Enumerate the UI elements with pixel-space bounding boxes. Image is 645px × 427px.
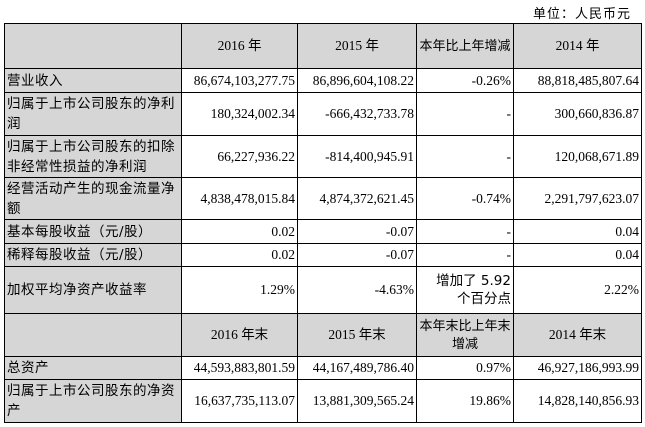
value-2014: 300,660,836.87 (513, 92, 642, 136)
value-2015: 44,167,489,786.40 (297, 356, 417, 380)
value-2016: 86,674,103,277.75 (181, 68, 298, 93)
header-2015-end: 2015 年末 (297, 313, 417, 357)
value-2015: -0.07 (297, 219, 417, 244)
row-label: 稀释每股收益（元/股） (4, 243, 182, 267)
header-2014: 2014 年 (513, 23, 642, 69)
value-2014: 0.04 (513, 219, 642, 244)
header-row-year-end: 2016 年末 2015 年末 本年末比上年末增减 2014 年末 (4, 313, 642, 357)
value-2016: 44,593,883,801.59 (181, 356, 298, 380)
table-row: 归属于上市公司股东的净利润 180,324,002.34 -666,432,73… (4, 92, 642, 136)
value-2015: -666,432,733.78 (297, 92, 417, 136)
value-2015: 13,881,309,565.24 (297, 379, 417, 423)
value-2014: 88,818,485,807.64 (513, 68, 642, 93)
value-change: 增加了 5.92 个百分点 (416, 266, 514, 314)
table-row: 归属于上市公司股东的净资产 16,637,735,113.07 13,881,3… (4, 379, 642, 423)
unit-label: 单位：人民币元 (532, 6, 631, 21)
value-2016: 16,637,735,113.07 (181, 379, 298, 423)
row-label: 总资产 (4, 356, 182, 380)
value-2014: 0.04 (513, 243, 642, 267)
header-2016: 2016 年 (181, 23, 298, 69)
value-2015: 4,874,372,621.45 (297, 177, 417, 220)
value-2014: 14,828,140,856.93 (513, 379, 642, 423)
value-2015: -0.07 (297, 243, 417, 267)
financial-summary-table: 2016 年 2015 年 本年比上年增减 2014 年 营业收入 86,674… (4, 23, 642, 423)
row-label: 归属于上市公司股东的净利润 (4, 92, 182, 136)
value-2014: 2,291,797,623.07 (513, 177, 642, 220)
value-change: -0.74% (416, 177, 514, 220)
row-label: 基本每股收益（元/股） (4, 219, 182, 244)
row-label: 归属于上市公司股东的净资产 (4, 379, 182, 423)
value-2014: 120,068,671.89 (513, 135, 642, 178)
row-label: 经营活动产生的现金流量净额 (4, 177, 182, 220)
value-2016: 4,838,478,015.84 (181, 177, 298, 220)
table-row: 经营活动产生的现金流量净额 4,838,478,015.84 4,874,372… (4, 177, 642, 220)
value-2016: 1.29% (181, 266, 298, 314)
value-2016: 0.02 (181, 219, 298, 244)
value-2015: 86,896,604,108.22 (297, 68, 417, 93)
value-2014: 2.22% (513, 266, 642, 314)
header-change-end: 本年末比上年末增减 (416, 313, 514, 357)
table-row: 稀释每股收益（元/股） 0.02 -0.07 - 0.04 (4, 243, 642, 267)
table-row: 总资产 44,593,883,801.59 44,167,489,786.40 … (4, 356, 642, 380)
header-2014-end: 2014 年末 (513, 313, 642, 357)
value-change: - (416, 243, 514, 267)
value-2014: 46,927,186,993.99 (513, 356, 642, 380)
value-2015: -814,400,945.91 (297, 135, 417, 178)
value-change: 0.97% (416, 356, 514, 380)
value-2016: 0.02 (181, 243, 298, 267)
row-label: 加权平均净资产收益率 (4, 266, 182, 314)
table-row: 归属于上市公司股东的扣除非经常性损益的净利润 66,227,936.22 -81… (4, 135, 642, 178)
table-row: 营业收入 86,674,103,277.75 86,896,604,108.22… (4, 68, 642, 93)
value-2015: -4.63% (297, 266, 417, 314)
value-change: -0.26% (416, 68, 514, 93)
header-blank (4, 23, 182, 69)
row-label: 归属于上市公司股东的扣除非经常性损益的净利润 (4, 135, 182, 178)
value-2016: 180,324,002.34 (181, 92, 298, 136)
value-change: 19.86% (416, 379, 514, 423)
value-change: - (416, 135, 514, 178)
header-2015: 2015 年 (297, 23, 417, 69)
value-2016: 66,227,936.22 (181, 135, 298, 178)
table-row: 加权平均净资产收益率 1.29% -4.63% 增加了 5.92 个百分点 2.… (4, 266, 642, 314)
header-2016-end: 2016 年末 (181, 313, 298, 357)
header-row-annual: 2016 年 2015 年 本年比上年增减 2014 年 (4, 23, 642, 69)
table-row: 基本每股收益（元/股） 0.02 -0.07 - 0.04 (4, 219, 642, 244)
value-change: - (416, 92, 514, 136)
header-blank (4, 313, 182, 357)
header-change: 本年比上年增减 (416, 23, 514, 69)
row-label: 营业收入 (4, 68, 182, 93)
value-change: - (416, 219, 514, 244)
